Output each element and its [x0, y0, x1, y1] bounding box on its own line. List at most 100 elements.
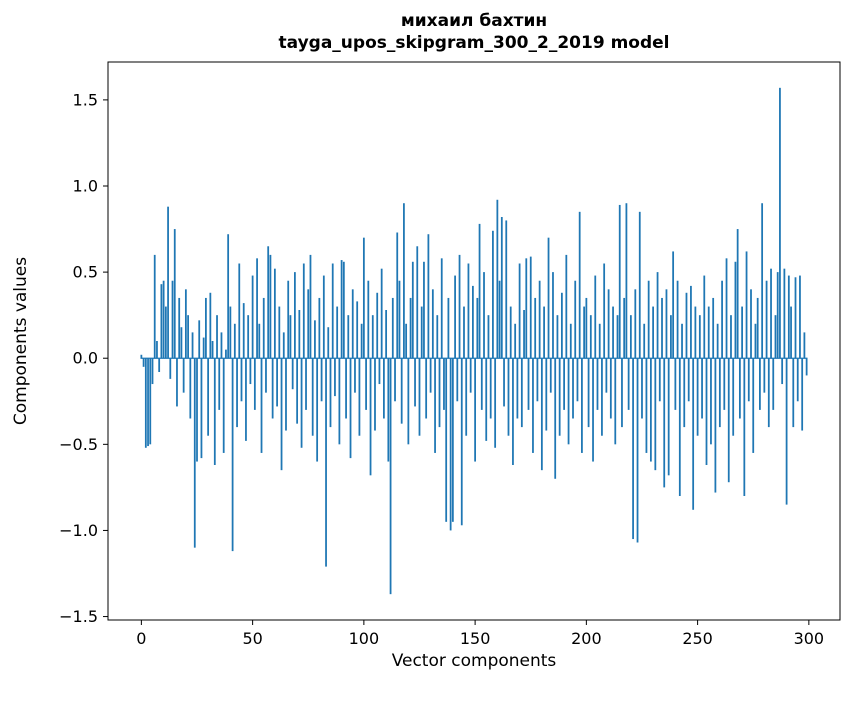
bar [698, 315, 701, 359]
bar [205, 297, 207, 359]
bar [614, 358, 617, 445]
bar [518, 263, 521, 359]
bar [705, 358, 708, 465]
bar [540, 358, 543, 471]
bar [618, 204, 621, 359]
bar [164, 306, 167, 359]
bar [485, 358, 488, 441]
bar [173, 229, 176, 359]
bar [256, 258, 258, 359]
bar [652, 306, 654, 359]
bar [456, 358, 459, 402]
bar [716, 323, 719, 359]
bar [794, 277, 797, 359]
bar [525, 258, 528, 359]
bar [538, 280, 541, 359]
bar [184, 289, 187, 359]
bar [345, 358, 347, 419]
bar [231, 358, 234, 552]
bar [280, 358, 283, 471]
bar [503, 358, 505, 407]
bar [369, 358, 372, 476]
bar [598, 323, 601, 359]
bar [574, 280, 577, 359]
x-axis-ticks: 0 50 100 150 200 250 300 [136, 620, 824, 648]
bar [712, 297, 715, 359]
bar [200, 358, 203, 459]
bar [649, 358, 652, 462]
bar [294, 272, 296, 359]
bar [376, 292, 379, 359]
bar [487, 315, 490, 359]
bar [596, 358, 599, 410]
bar [178, 297, 181, 359]
bars [140, 87, 808, 595]
bar [643, 323, 646, 359]
bar [167, 206, 169, 359]
bar [169, 358, 172, 379]
bar [467, 263, 470, 359]
bar [612, 306, 614, 359]
bar [667, 358, 670, 476]
bar [147, 358, 149, 447]
bar [665, 289, 668, 359]
plot-border [107, 61, 841, 621]
bar [492, 230, 494, 359]
bar [463, 306, 465, 359]
bar [796, 358, 799, 402]
chart-subtitle: tayga_upos_skipgram_300_2_2019 model [279, 33, 670, 53]
bar [625, 203, 628, 359]
bar [656, 272, 659, 359]
y-axis-ticks: −1.5 −1.0 −0.5 0.0 0.5 1.0 1.5 [59, 90, 108, 626]
bar [658, 358, 661, 402]
bar [641, 358, 643, 419]
bar [718, 358, 721, 428]
bar [645, 358, 648, 453]
bar [696, 358, 699, 436]
bar [211, 341, 214, 359]
bar [670, 315, 672, 359]
bar [603, 263, 606, 359]
bar [320, 358, 323, 402]
bar [552, 272, 554, 359]
bar [750, 289, 752, 359]
y-axis-label: Components values [11, 257, 31, 425]
bar [745, 251, 748, 359]
bar [572, 358, 574, 419]
bar [434, 358, 436, 453]
y-tick-label: 1.5 [73, 90, 98, 109]
bar [440, 258, 443, 359]
bar [314, 320, 316, 359]
bar [216, 315, 218, 359]
bar [142, 358, 145, 367]
bar [801, 358, 804, 431]
bar [781, 358, 784, 385]
bar [253, 358, 256, 410]
bar [189, 358, 192, 419]
x-tick-label: 250 [682, 629, 713, 648]
bar [336, 306, 339, 359]
bar [273, 268, 276, 359]
bar [545, 358, 548, 431]
bar [783, 268, 786, 359]
bar [349, 358, 352, 459]
bar [247, 315, 250, 359]
bar [707, 306, 710, 359]
bar [636, 358, 639, 543]
bar [420, 306, 423, 359]
bar [632, 358, 634, 540]
bar [443, 358, 445, 410]
bar [692, 358, 695, 510]
bar [385, 310, 388, 359]
bar [447, 297, 450, 359]
bar [785, 358, 788, 505]
bar [425, 358, 428, 419]
bar [378, 358, 381, 385]
bar [276, 358, 278, 407]
bar [554, 358, 557, 479]
bar [741, 306, 743, 359]
bar [678, 358, 681, 496]
bar [158, 358, 161, 372]
bar [787, 275, 790, 359]
